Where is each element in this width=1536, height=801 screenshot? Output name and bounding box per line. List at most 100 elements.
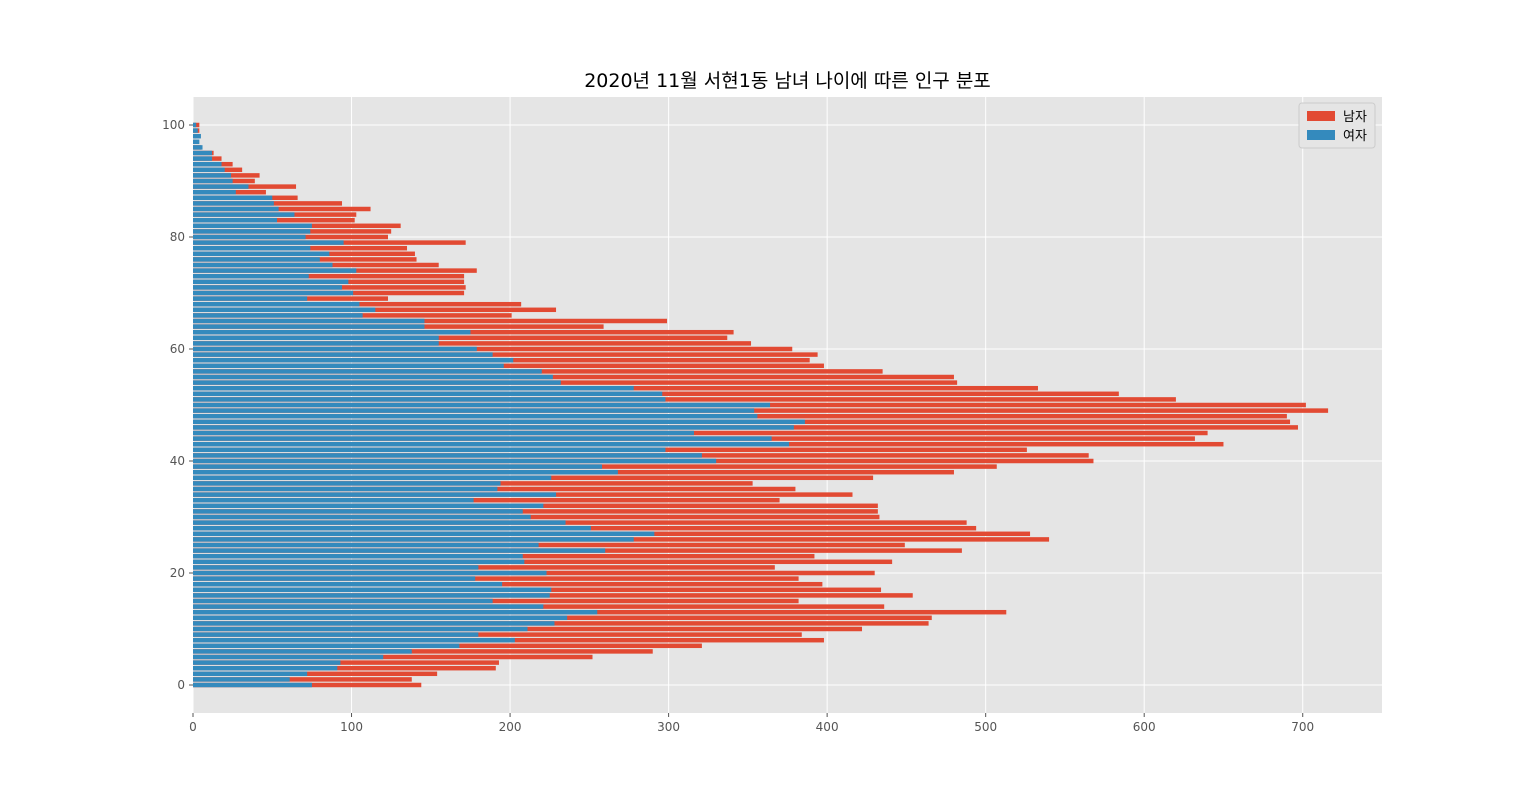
bar-male-age-2 [193, 671, 438, 677]
bar-female-age-95 [193, 150, 213, 156]
bar-female-age-75 [193, 262, 333, 268]
bar-male-age-25 [193, 542, 905, 548]
bar-female-age-1 [193, 677, 290, 682]
bar-female-age-73 [193, 273, 309, 279]
bar-female-age-96 [193, 145, 203, 150]
y-tick-label: 60 [170, 342, 185, 356]
legend-swatch [1307, 130, 1335, 140]
bar-female-age-36 [193, 481, 501, 486]
bar-female-age-78 [193, 245, 311, 251]
bar-female-age-9 [193, 632, 479, 637]
bar-female-age-71 [193, 285, 343, 290]
bar-female-age-77 [193, 251, 330, 257]
bar-female-age-89 [193, 184, 249, 189]
bar-female-age-69 [193, 296, 308, 301]
chart-title: 2020년 11월 서현1동 남녀 나이에 따른 인구 분포 [584, 70, 991, 92]
x-tick-label: 600 [1133, 720, 1156, 734]
bar-female-age-67 [193, 307, 376, 313]
bar-male-age-3 [193, 665, 496, 671]
bar-male-age-85 [193, 206, 371, 212]
bar-female-age-74 [193, 268, 357, 273]
bar-female-age-62 [193, 335, 439, 341]
bar-female-age-8 [193, 637, 515, 643]
bar-female-age-93 [193, 161, 222, 167]
bar-female-age-58 [193, 357, 514, 363]
bar-male-age-13 [193, 609, 1007, 615]
bar-female-age-90 [193, 178, 233, 184]
bar-female-age-51 [193, 397, 666, 402]
bar-male-age-1 [193, 677, 412, 682]
bar-female-age-32 [193, 503, 544, 509]
bar-female-age-43 [193, 441, 790, 447]
x-tick-label: 400 [816, 720, 839, 734]
x-tick-label: 700 [1291, 720, 1314, 734]
legend-swatch [1307, 111, 1335, 121]
bar-female-age-83 [193, 217, 278, 223]
bar-female-age-10 [193, 626, 528, 632]
bar-female-age-56 [193, 369, 542, 374]
bar-male-age-9 [193, 632, 802, 637]
bar-female-age-81 [193, 229, 311, 234]
bar-female-age-61 [193, 341, 439, 346]
bar-female-age-60 [193, 346, 477, 352]
bar-male-age-60 [193, 346, 793, 352]
bar-female-age-29 [193, 520, 566, 525]
bar-female-age-88 [193, 189, 236, 195]
bar-female-age-30 [193, 514, 531, 520]
bar-male-age-5 [193, 654, 593, 660]
bar-male-age-11 [193, 621, 929, 626]
bar-female-age-52 [193, 391, 663, 397]
bar-male-age-22 [193, 559, 893, 565]
bar-female-age-41 [193, 453, 702, 458]
bar-female-age-11 [193, 621, 555, 626]
bar-female-age-27 [193, 531, 655, 537]
bar-male-age-4 [193, 660, 499, 665]
bar-female-age-92 [193, 167, 225, 173]
legend-label: 남자 [1343, 110, 1367, 125]
bar-female-age-82 [193, 223, 312, 229]
bar-female-age-48 [193, 413, 758, 419]
bar-female-age-63 [193, 329, 471, 335]
bar-female-age-7 [193, 643, 460, 649]
bar-female-age-99 [193, 128, 198, 133]
bar-female-age-57 [193, 363, 504, 369]
bar-female-age-46 [193, 425, 794, 430]
bar-female-age-97 [193, 139, 200, 145]
bar-female-age-42 [193, 447, 666, 453]
bar-female-age-40 [193, 458, 717, 464]
bar-male-age-29 [193, 520, 967, 525]
bar-female-age-14 [193, 604, 544, 609]
bar-female-age-91 [193, 173, 232, 178]
bar-female-age-5 [193, 654, 384, 660]
bar-female-age-34 [193, 492, 557, 497]
bar-female-age-28 [193, 525, 591, 531]
bar-male-age-51 [193, 397, 1176, 402]
bar-male-age-57 [193, 363, 824, 369]
bar-female-age-49 [193, 408, 755, 413]
bar-male-age-55 [193, 374, 954, 380]
bar-female-age-47 [193, 419, 805, 425]
bar-female-age-0 [193, 682, 312, 688]
bar-female-age-38 [193, 469, 618, 475]
bar-female-age-33 [193, 497, 474, 503]
bar-female-age-53 [193, 385, 634, 391]
bar-male-age-33 [193, 497, 780, 503]
bar-female-age-18 [193, 581, 503, 587]
bar-female-age-86 [193, 201, 274, 206]
bar-female-age-6 [193, 649, 412, 654]
bar-female-age-13 [193, 609, 598, 615]
bar-female-age-17 [193, 587, 552, 593]
bar-female-age-31 [193, 509, 523, 514]
axis-ticks: 0 100 200 300 400 500 600 700 0 20 40 60 80 100 [162, 118, 1314, 734]
bar-female-age-16 [193, 593, 550, 598]
y-tick-label: 20 [170, 566, 185, 580]
bar-female-age-55 [193, 374, 553, 380]
bar-female-age-68 [193, 301, 360, 307]
x-tick-label: 100 [340, 720, 363, 734]
y-tick-label: 0 [177, 678, 185, 692]
x-tick-label: 0 [189, 720, 197, 734]
bar-female-age-98 [193, 133, 201, 139]
bar-male-age-62 [193, 335, 728, 341]
